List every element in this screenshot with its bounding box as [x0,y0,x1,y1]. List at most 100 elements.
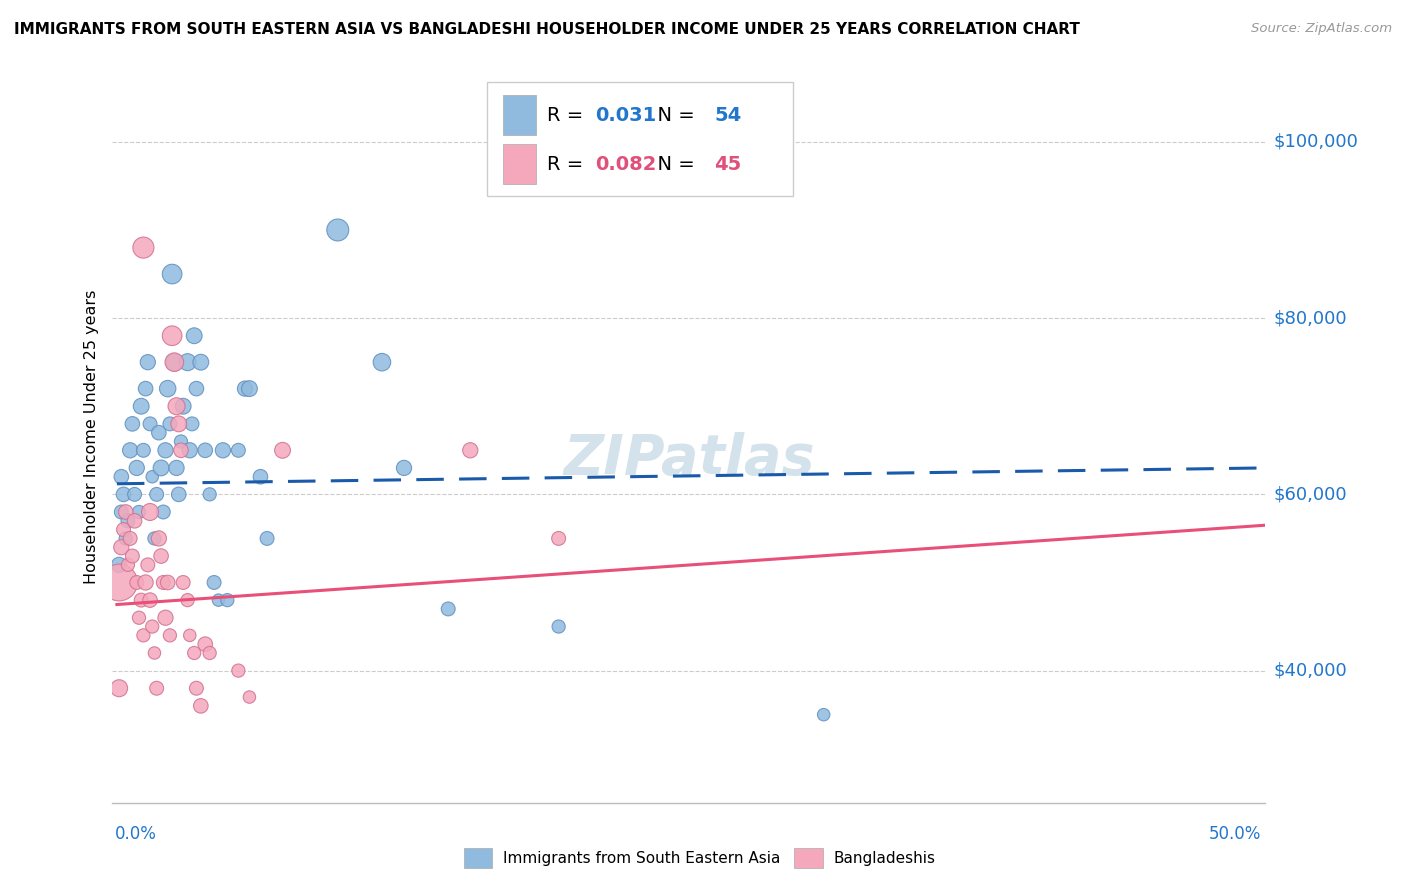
Point [160,328,183,343]
Point [170,434,193,449]
Point [198,646,221,660]
Point [183,328,205,343]
Text: 0.0%: 0.0% [115,825,157,843]
Point [179,628,201,642]
Point [141,469,163,483]
Point [145,487,167,501]
Point [139,593,162,607]
Point [110,540,132,554]
Point [249,469,271,483]
Point [547,532,569,546]
Point [181,417,204,431]
Point [155,443,177,458]
Point [114,532,136,546]
Point [136,558,159,572]
Text: $60,000: $60,000 [1274,485,1347,503]
Point [163,355,186,369]
Text: N =: N = [645,106,702,125]
Point [114,505,136,519]
Point [112,487,135,501]
Point [238,690,260,704]
Point [117,514,139,528]
Point [135,575,157,590]
Point [228,443,250,458]
Point [156,575,179,590]
Point [150,461,173,475]
Text: Bangladeshis: Bangladeshis [834,851,936,865]
Point [143,646,166,660]
Point [128,611,150,625]
Point [437,602,460,616]
Point [167,417,190,431]
Point [190,698,212,713]
Point [145,681,167,696]
Point [207,593,229,607]
Text: Source: ZipAtlas.com: Source: ZipAtlas.com [1251,22,1392,36]
Point [179,443,201,458]
Point [233,382,256,396]
Point [170,443,193,458]
Text: 0.082: 0.082 [596,154,657,174]
Text: 50.0%: 50.0% [1209,825,1261,843]
FancyBboxPatch shape [503,95,536,136]
Point [128,505,150,519]
Point [186,382,208,396]
Point [121,549,143,563]
Point [217,593,239,607]
Point [238,382,260,396]
Point [135,382,157,396]
FancyBboxPatch shape [488,82,793,195]
Point [120,532,142,546]
Point [108,575,131,590]
Point [167,487,190,501]
Point [124,514,146,528]
Point [110,469,132,483]
Point [120,443,142,458]
Text: 54: 54 [714,106,741,125]
Point [129,593,152,607]
Text: $40,000: $40,000 [1274,662,1347,680]
Point [143,532,166,546]
Point [110,505,132,519]
Point [159,417,181,431]
Point [121,417,143,431]
Text: Immigrants from South Eastern Asia: Immigrants from South Eastern Asia [503,851,780,865]
Point [271,443,294,458]
Y-axis label: Householder Income Under 25 years: Householder Income Under 25 years [83,290,98,584]
Point [172,399,194,413]
Point [125,575,148,590]
Point [129,399,152,413]
Point [160,267,183,281]
Point [166,399,188,413]
Point [202,575,225,590]
Point [159,628,181,642]
Text: N =: N = [645,154,702,174]
Point [152,575,174,590]
Point [152,505,174,519]
Point [458,443,481,458]
Point [156,382,179,396]
Point [198,487,221,501]
Point [176,593,198,607]
Point [148,532,170,546]
Point [132,241,155,255]
Text: IMMIGRANTS FROM SOUTH EASTERN ASIA VS BANGLADESHI HOUSEHOLDER INCOME UNDER 25 YE: IMMIGRANTS FROM SOUTH EASTERN ASIA VS BA… [14,22,1080,37]
Point [112,523,135,537]
Point [148,425,170,440]
Text: 45: 45 [714,154,741,174]
Text: R =: R = [547,154,589,174]
Text: $80,000: $80,000 [1274,310,1347,327]
Point [132,443,155,458]
Point [813,707,835,722]
Point [132,628,155,642]
Point [194,443,217,458]
Point [190,355,212,369]
Point [228,664,250,678]
Text: R =: R = [547,106,589,125]
Point [108,558,131,572]
Point [139,505,162,519]
Point [172,575,194,590]
Point [183,646,205,660]
Text: ZIPatlas: ZIPatlas [564,432,814,486]
Point [326,223,349,237]
